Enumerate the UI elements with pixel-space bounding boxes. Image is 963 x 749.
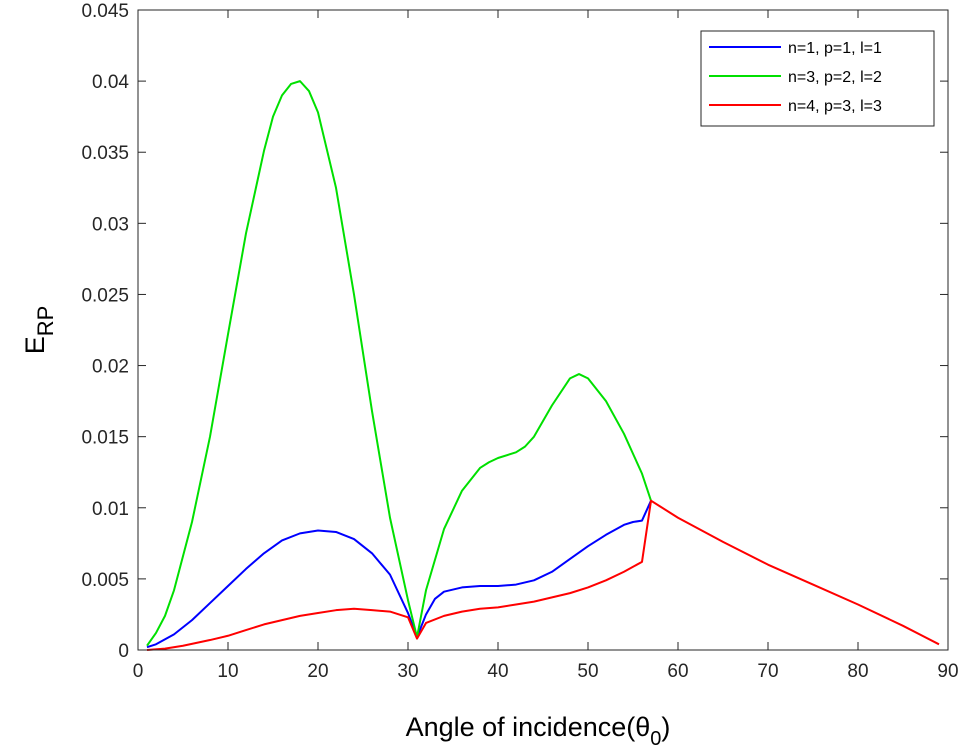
x-axis-title: Angle of incidence(θ0) — [406, 712, 671, 749]
y-tick-label: 0.04 — [92, 72, 129, 93]
y-tick-label: 0.02 — [92, 357, 129, 378]
axes-box — [137, 9, 949, 651]
x-tick-label: 50 — [577, 661, 598, 682]
ticks-layer: 0 10 20 30 40 50 60 70 80 90 0 0.005 0.01 0.015 0.02 0.… — [81, 1, 958, 682]
x-tick-label: 70 — [757, 661, 778, 682]
y-axis-title-subscript: RP — [33, 306, 58, 337]
series-layer — [146, 80, 940, 651]
x-tick-label: 90 — [937, 661, 958, 682]
y-tick-label: 0.025 — [81, 285, 129, 306]
y-axis-title-main: E — [20, 336, 50, 354]
legend-label-1: n=1, p=1, l=1 — [788, 40, 882, 57]
y-tick-label: 0.045 — [81, 1, 129, 22]
legend-label-3: n=4, p=3, l=3 — [788, 98, 882, 115]
x-tick-label: 20 — [307, 661, 328, 682]
x-axis-title-close: ) — [661, 712, 670, 742]
x-tick-label: 0 — [133, 661, 144, 682]
legend: n=1, p=1, l=1 n=3, p=2, l=2 n=4, p=3, l=3 — [700, 30, 935, 127]
x-axis-title-main: Angle of incidence(θ — [406, 712, 651, 742]
x-tick-label: 80 — [847, 661, 868, 682]
series-line-2 — [146, 80, 652, 647]
x-axis-title-subscript: 0 — [650, 728, 661, 749]
series-line-3 — [146, 499, 940, 651]
y-tick-label: 0 — [118, 641, 129, 662]
legend-label-2: n=3, p=2, l=2 — [788, 69, 882, 86]
y-tick-label: 0.01 — [92, 499, 129, 520]
y-tick-label: 0.03 — [92, 214, 129, 235]
x-tick-label: 60 — [667, 661, 688, 682]
y-tick-label: 0.005 — [81, 570, 129, 591]
y-axis-title: ERP — [20, 306, 58, 355]
y-tick-label: 0.035 — [81, 143, 129, 164]
x-tick-label: 30 — [397, 661, 418, 682]
y-tick-label: 0.015 — [81, 428, 129, 449]
x-tick-label: 10 — [217, 661, 238, 682]
x-tick-label: 40 — [487, 661, 508, 682]
